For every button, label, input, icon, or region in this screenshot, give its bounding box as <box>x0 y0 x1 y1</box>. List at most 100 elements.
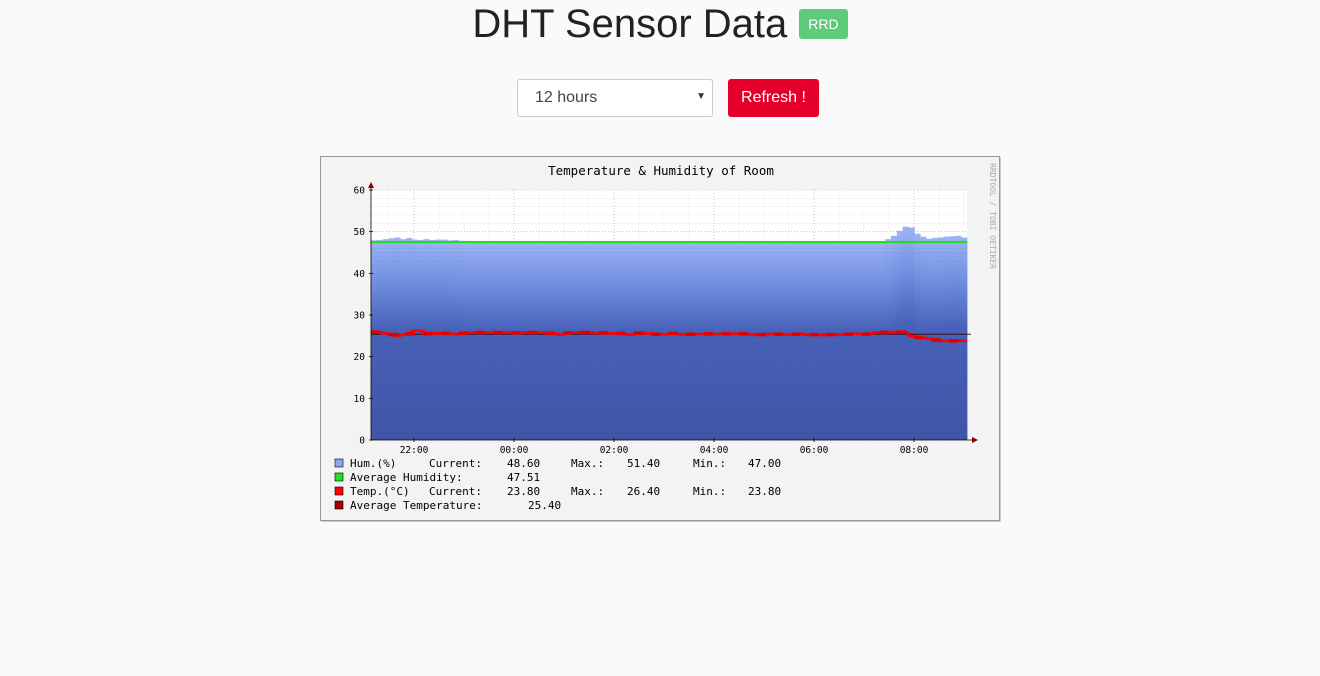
legend-text: 47.00 <box>748 457 781 470</box>
humidity-bar <box>458 240 465 440</box>
humidity-bar <box>674 242 682 440</box>
legend-text: 47.51 <box>507 471 540 484</box>
humidity-bar <box>780 242 787 440</box>
humidity-bar <box>622 242 629 440</box>
humidity-bar <box>943 236 950 440</box>
humidity-bar <box>651 242 658 440</box>
temperature-point <box>809 332 818 337</box>
humidity-bar <box>768 242 775 440</box>
humidity-bar <box>756 242 763 440</box>
humidity-bar <box>704 242 711 440</box>
humidity-bar <box>482 242 489 440</box>
y-tick-label: 60 <box>354 186 366 197</box>
x-tick-label: 08:00 <box>900 445 929 456</box>
legend-swatch <box>334 486 344 496</box>
temperature-point <box>388 332 398 337</box>
humidity-bar <box>663 242 670 440</box>
humidity-bar <box>698 242 705 440</box>
time-range-select[interactable]: 12 hours ▼ <box>517 79 713 117</box>
humidity-bar <box>435 239 442 440</box>
y-tick-label: 40 <box>354 269 366 280</box>
humidity-bar <box>709 242 717 440</box>
legend-text: 23.80 <box>748 485 781 498</box>
humidity-bar <box>838 242 845 440</box>
humidity-bar <box>604 242 611 440</box>
humidity-bar <box>528 242 536 440</box>
humidity-bar <box>598 242 606 440</box>
legend-swatch <box>334 472 344 482</box>
legend-text: 23.80 <box>507 485 540 498</box>
chart-legend: Hum.(%) Current: 48.60 Max.: 51.40 Min.: 47.00… <box>334 457 781 512</box>
humidity-bar <box>417 240 424 440</box>
y-tick-label: 50 <box>354 227 366 238</box>
humidity-bar <box>896 230 904 440</box>
legend-text: Current: <box>429 457 482 470</box>
temperature-point <box>563 331 573 335</box>
refresh-button[interactable]: Refresh ! <box>728 79 819 117</box>
temperature-point <box>791 332 801 336</box>
humidity-bar <box>873 242 880 440</box>
humidity-bar <box>540 242 547 440</box>
humidity-bar <box>949 236 956 440</box>
legend-text: Current: <box>429 485 482 498</box>
legend-swatch <box>334 500 344 510</box>
legend-text: 51.40 <box>627 457 660 470</box>
temperature-point <box>721 331 731 336</box>
humidity-bar <box>476 242 483 440</box>
humidity-bar <box>511 242 518 440</box>
humidity-bar <box>505 242 512 440</box>
temperature-point <box>406 331 415 336</box>
humidity-bar <box>715 242 722 440</box>
humidity-bar <box>394 237 401 440</box>
humidity-bar <box>563 242 571 440</box>
humidity-bar <box>850 242 857 440</box>
temperature-point <box>704 331 713 336</box>
humidity-bar <box>733 242 740 440</box>
humidity-bar <box>587 242 594 440</box>
humidity-bar <box>739 242 746 440</box>
temperature-point <box>879 330 889 335</box>
humidity-bar <box>464 242 471 440</box>
humidity-bar <box>388 238 395 440</box>
temperature-point <box>511 331 520 335</box>
humidity-bar <box>400 239 407 440</box>
temperature-point <box>528 330 538 335</box>
humidity-bar <box>961 237 968 440</box>
humidity-bar <box>575 242 582 440</box>
x-tick-label: 00:00 <box>500 445 529 456</box>
temperature-point <box>371 330 380 334</box>
humidity-bar <box>487 242 495 440</box>
graph-frame: Temperature & Humidity of Room RRDTOOL /… <box>320 156 1000 521</box>
legend-swatch <box>334 458 344 468</box>
humidity-bar <box>522 242 530 440</box>
temperature-point <box>546 331 556 336</box>
humidity-bar <box>639 242 647 440</box>
humidity-bar <box>423 239 430 440</box>
humidity-bar <box>832 242 839 440</box>
legend-text: Min.: <box>693 485 726 498</box>
humidity-bar <box>820 242 828 440</box>
page-header: DHT Sensor Data RRD <box>0 0 1320 48</box>
humidity-bar <box>692 242 699 440</box>
humidity-bar <box>861 242 869 440</box>
humidity-bar <box>744 242 752 440</box>
temperature-humidity-chart: Temperature & Humidity of Room RRDTOOL /… <box>334 163 997 512</box>
humidity-bar <box>797 242 804 440</box>
controls-bar: 12 hours ▼ Refresh ! <box>517 79 819 117</box>
humidity-bar <box>826 242 834 440</box>
humidity-bar <box>633 242 641 440</box>
humidity-bar <box>371 240 378 440</box>
y-tick-label: 20 <box>354 352 366 363</box>
temperature-point <box>493 330 503 335</box>
x-axis-arrow <box>972 437 978 443</box>
humidity-bar <box>569 242 576 440</box>
humidity-bar <box>376 240 384 440</box>
humidity-bar <box>774 242 781 440</box>
legend-text: Average Temperature: <box>350 499 482 512</box>
humidity-bar <box>557 242 565 440</box>
temperature-point <box>458 331 468 336</box>
temperature-point <box>633 331 643 336</box>
temperature-point <box>581 330 591 335</box>
temperature-point <box>931 338 941 342</box>
temperature-point <box>686 332 696 336</box>
